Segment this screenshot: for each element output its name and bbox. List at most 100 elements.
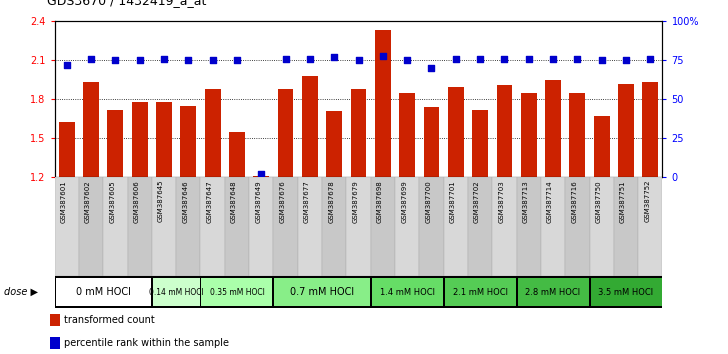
Bar <box>618 84 634 177</box>
Text: GSM387601: GSM387601 <box>60 180 67 223</box>
Bar <box>152 177 176 276</box>
Bar <box>443 177 468 276</box>
Bar <box>638 177 662 276</box>
Text: 2.1 mM HOCl: 2.1 mM HOCl <box>453 287 507 297</box>
Bar <box>202 278 272 306</box>
Point <box>450 56 462 62</box>
Bar <box>545 80 561 177</box>
Point <box>401 57 413 63</box>
Text: GSM387703: GSM387703 <box>499 180 505 223</box>
Bar <box>132 102 148 177</box>
Text: GSM387649: GSM387649 <box>256 180 261 223</box>
Text: GSM387606: GSM387606 <box>134 180 140 223</box>
Bar <box>347 177 371 276</box>
Bar <box>468 177 492 276</box>
Point <box>499 56 510 62</box>
Bar <box>277 89 293 177</box>
Point <box>280 56 291 62</box>
Bar <box>274 278 370 306</box>
Point <box>158 56 170 62</box>
Bar <box>83 82 99 177</box>
Text: GSM387702: GSM387702 <box>474 180 480 223</box>
Bar <box>590 177 614 276</box>
Bar <box>492 177 517 276</box>
Bar <box>274 177 298 276</box>
Point <box>571 56 583 62</box>
Text: GSM387648: GSM387648 <box>231 180 237 223</box>
Bar <box>55 278 151 306</box>
Bar <box>569 93 585 177</box>
Bar <box>445 278 515 306</box>
Bar <box>371 177 395 276</box>
Bar <box>229 132 245 177</box>
Bar <box>200 177 225 276</box>
Text: GSM387676: GSM387676 <box>280 180 285 223</box>
Bar <box>50 337 60 349</box>
Bar <box>565 177 590 276</box>
Text: GSM387716: GSM387716 <box>571 180 577 223</box>
Bar <box>399 93 415 177</box>
Bar <box>642 82 658 177</box>
Point <box>620 57 632 63</box>
Text: GSM387602: GSM387602 <box>85 180 91 223</box>
Point <box>523 56 534 62</box>
Bar <box>55 177 79 276</box>
Point <box>353 57 365 63</box>
Text: GSM387713: GSM387713 <box>523 180 529 223</box>
Text: percentile rank within the sample: percentile rank within the sample <box>64 338 229 348</box>
Point <box>377 53 389 58</box>
Bar <box>249 177 274 276</box>
Bar <box>253 176 269 177</box>
Point <box>596 57 608 63</box>
Bar <box>424 107 440 177</box>
Point <box>85 56 97 62</box>
Bar <box>50 314 60 326</box>
Text: GSM387645: GSM387645 <box>158 180 164 222</box>
Bar <box>517 177 541 276</box>
Text: 0.14 mM HOCl: 0.14 mM HOCl <box>149 287 204 297</box>
Bar <box>326 111 342 177</box>
Text: GSM387679: GSM387679 <box>352 180 358 223</box>
Point <box>110 57 122 63</box>
Bar <box>372 278 443 306</box>
Point <box>426 65 438 71</box>
Point <box>304 56 316 62</box>
Bar <box>395 177 419 276</box>
Bar <box>590 278 662 306</box>
Bar <box>419 177 443 276</box>
Bar <box>205 89 221 177</box>
Bar <box>614 177 638 276</box>
Point <box>232 57 243 63</box>
Bar <box>448 87 464 177</box>
Point <box>61 62 73 68</box>
Text: GSM387605: GSM387605 <box>109 180 116 223</box>
Bar <box>521 93 537 177</box>
Text: GSM387751: GSM387751 <box>620 180 626 223</box>
Text: GSM387699: GSM387699 <box>401 180 407 223</box>
Bar <box>302 76 318 177</box>
Bar <box>181 105 197 177</box>
Point <box>183 57 194 63</box>
Text: GSM387752: GSM387752 <box>644 180 650 222</box>
Bar <box>176 177 200 276</box>
Text: GSM387700: GSM387700 <box>425 180 432 223</box>
Bar <box>156 102 172 177</box>
Text: GSM387646: GSM387646 <box>182 180 189 223</box>
Text: transformed count: transformed count <box>64 315 154 325</box>
Bar <box>79 177 103 276</box>
Point <box>256 171 267 177</box>
Text: 3.5 mM HOCl: 3.5 mM HOCl <box>598 287 654 297</box>
Text: 0 mM HOCl: 0 mM HOCl <box>76 287 130 297</box>
Text: GSM387701: GSM387701 <box>450 180 456 223</box>
Text: GSM387647: GSM387647 <box>207 180 213 223</box>
Point <box>644 56 656 62</box>
Point <box>328 54 340 60</box>
Point <box>207 57 218 63</box>
Text: dose ▶: dose ▶ <box>4 287 38 297</box>
Text: GSM387750: GSM387750 <box>596 180 602 223</box>
Bar <box>322 177 347 276</box>
Bar <box>496 85 513 177</box>
Text: GSM387714: GSM387714 <box>547 180 553 223</box>
Bar <box>351 89 366 177</box>
Bar <box>298 177 322 276</box>
